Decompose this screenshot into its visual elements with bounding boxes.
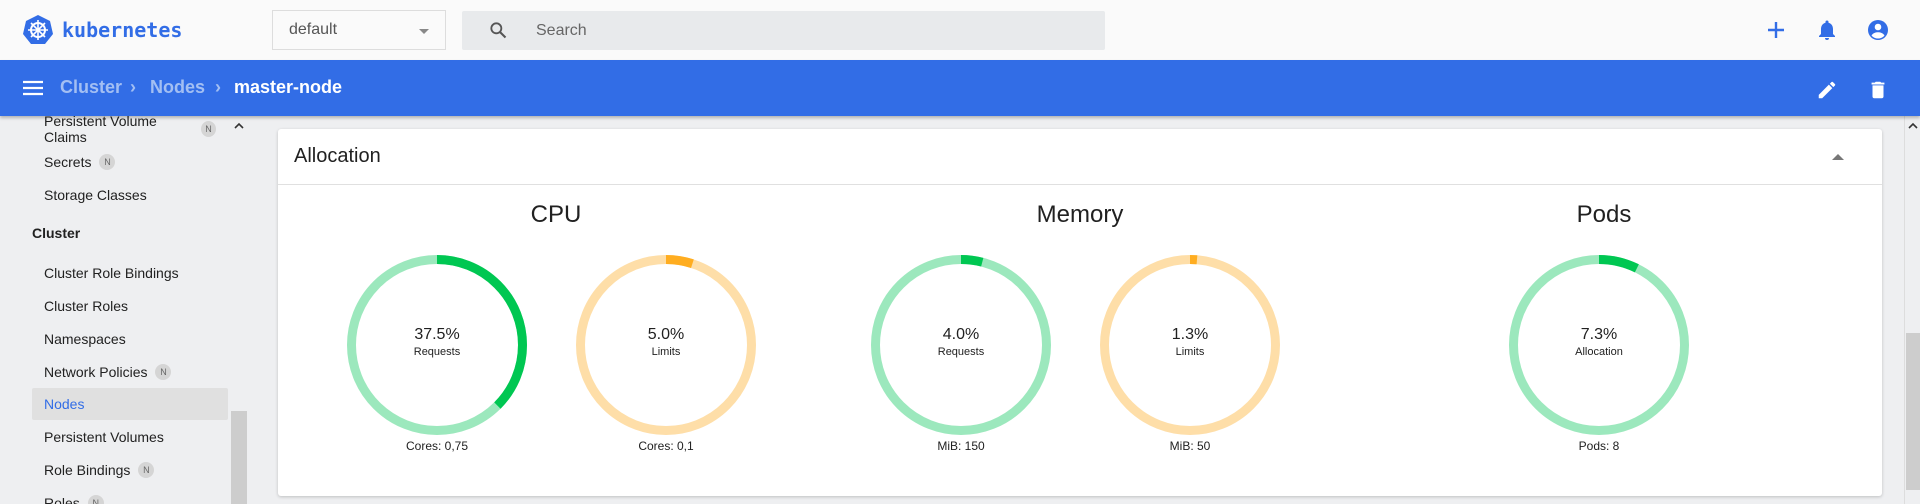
cpu-limits-gauge: 5.0% Limits: [576, 255, 756, 435]
namespaced-badge: N: [99, 154, 116, 170]
allocation-title: Allocation: [278, 129, 1882, 185]
gauge-label: Requests: [937, 346, 985, 358]
sidebar-item-secrets[interactable]: Secrets N: [32, 146, 228, 178]
bell-icon[interactable]: [1815, 18, 1839, 42]
gauge-ring: [1100, 255, 1280, 435]
sidebar: Persistent Volume Claims N Secrets N Stora…: [0, 116, 230, 504]
gauge-label: Limits: [1175, 346, 1205, 358]
memory-requests-value: MiB: 150: [937, 439, 985, 453]
gauge-ring: [576, 255, 756, 435]
logo-text: kubernetes: [62, 18, 183, 42]
pods-title: Pods: [1576, 201, 1632, 228]
delete-icon[interactable]: [1867, 79, 1889, 101]
sidebar-item-cluster-role-bindings[interactable]: Cluster Role Bindings: [32, 257, 228, 289]
sidebar-scrollbar-thumb[interactable]: [231, 411, 247, 504]
edit-icon[interactable]: [1816, 79, 1838, 101]
sidebar-item-nodes[interactable]: Nodes: [32, 388, 228, 420]
namespace-selector[interactable]: default: [272, 10, 446, 50]
cpu-requests-gauge: 37.5% Requests: [347, 255, 527, 435]
sidebar-scrollbar[interactable]: [231, 116, 247, 504]
sidebar-item-label: Roles: [44, 495, 80, 504]
namespaced-badge: N: [87, 495, 104, 504]
gauge-label: Requests: [413, 346, 461, 358]
main-scrollbar[interactable]: [1904, 116, 1920, 504]
gauge-percent: 37.5%: [414, 326, 460, 343]
memory-limits-value: MiB: 50: [1169, 439, 1211, 453]
search-placeholder: Search: [536, 22, 587, 39]
namespaced-badge: N: [138, 462, 155, 478]
sidebar-item-label: Persistent Volume Claims: [44, 116, 157, 145]
namespace-value: default: [289, 21, 338, 38]
sidebar-item-namespaces[interactable]: Namespaces: [32, 323, 228, 355]
plus-icon[interactable]: [1764, 18, 1788, 42]
sidebar-item-label: Persistent Volumes: [44, 429, 164, 445]
gauge-ring: [1509, 255, 1689, 435]
sidebar-item-label: Storage Classes: [44, 187, 147, 203]
breadcrumb-separator-icon: ›: [215, 77, 221, 97]
breadcrumb-current: master-node: [234, 77, 343, 97]
sidebar-item-role-bindings[interactable]: Role Bindings N: [32, 454, 228, 486]
scroll-up-icon[interactable]: [1908, 122, 1918, 130]
main-scrollbar-thumb[interactable]: [1906, 333, 1920, 490]
sidebar-item-network-policies[interactable]: Network Policies N: [32, 356, 228, 388]
sidebar-section-cluster: Cluster: [32, 225, 81, 241]
sidebar-item-label: Cluster Role Bindings: [44, 265, 179, 281]
sidebar-item-label: Cluster Roles: [44, 298, 129, 314]
cpu-title: CPU: [530, 201, 582, 228]
gauge-percent: 7.3%: [1580, 326, 1618, 343]
sidebar-item-label: Namespaces: [44, 331, 126, 347]
breadcrumb-separator-icon: ›: [130, 77, 136, 97]
gauge-fill: [576, 255, 756, 435]
gauge-percent: 1.3%: [1171, 326, 1209, 343]
sidebar-item-roles[interactable]: Roles N: [32, 487, 228, 504]
menu-icon[interactable]: [22, 78, 44, 98]
sidebar-item-label: Network Policies: [44, 364, 148, 380]
cpu-requests-value: Cores: 0,75: [405, 439, 469, 453]
breadcrumb-nodes[interactable]: Nodes: [150, 77, 206, 97]
account-icon[interactable]: [1866, 18, 1890, 42]
namespaced-badge: N: [201, 121, 216, 137]
sidebar-item-label: Role Bindings: [44, 462, 131, 478]
gauge-ring: [347, 255, 527, 435]
gauge-label: Limits: [651, 346, 681, 358]
breadcrumb-bar: Cluster › Nodes › master-node: [0, 60, 1920, 116]
allocation-card: Allocation CPU Memory Pods 37.5% Request…: [278, 129, 1882, 496]
memory-title: Memory: [1036, 201, 1124, 228]
gauge-fill: [871, 255, 1051, 435]
breadcrumb-cluster[interactable]: Cluster: [60, 77, 123, 97]
gauge-fill: [347, 255, 527, 435]
gauge-ring: [871, 255, 1051, 435]
memory-requests-gauge: 4.0% Requests: [871, 255, 1051, 435]
kubernetes-logo[interactable]: kubernetes: [22, 14, 182, 46]
gauge-fill: [1100, 255, 1280, 435]
sidebar-item-label: Nodes: [44, 396, 85, 412]
pods-allocation-value: Pods: 8: [1578, 439, 1620, 453]
cpu-limits-value: Cores: 0,1: [638, 439, 694, 453]
gauge-label: Allocation: [1575, 346, 1623, 358]
sidebar-item-persistent-volume-claims[interactable]: Persistent Volume Claims N: [32, 116, 228, 145]
memory-limits-gauge: 1.3% Limits: [1100, 255, 1280, 435]
sidebar-item-label: Secrets: [44, 154, 92, 170]
dropdown-caret-icon: [419, 29, 429, 34]
gauge-percent: 5.0%: [647, 326, 685, 343]
sidebar-item-cluster-roles[interactable]: Cluster Roles: [32, 290, 228, 322]
top-bar: kubernetes default Search: [0, 0, 1920, 60]
gauge-fill: [1509, 255, 1689, 435]
sidebar-item-storage-classes[interactable]: Storage Classes: [32, 179, 228, 211]
gauge-percent: 4.0%: [942, 326, 980, 343]
namespaced-badge: N: [155, 364, 172, 380]
scroll-up-icon[interactable]: [234, 122, 244, 130]
sidebar-item-persistent-volumes[interactable]: Persistent Volumes: [32, 421, 228, 453]
kubernetes-logo-icon: [23, 15, 53, 44]
pods-allocation-gauge: 7.3% Allocation: [1509, 255, 1689, 435]
search-icon: [490, 22, 507, 39]
search-input[interactable]: Search: [462, 11, 1105, 50]
collapse-icon[interactable]: [1832, 154, 1844, 160]
